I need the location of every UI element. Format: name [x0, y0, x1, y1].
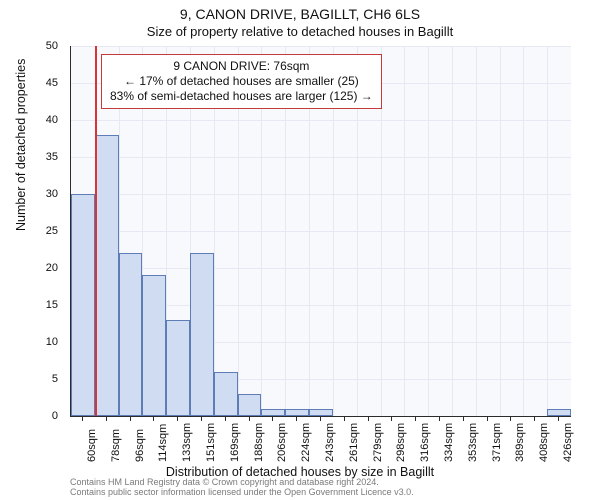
x-tick-label: 169sqm — [229, 423, 241, 462]
histogram-bar — [95, 135, 119, 416]
y-tick-label: 35 — [0, 151, 58, 163]
y-tick-label: 45 — [0, 77, 58, 89]
x-tick-label: 78sqm — [110, 429, 122, 462]
x-tick — [82, 416, 83, 421]
histogram-bar — [166, 320, 190, 416]
y-tick-label: 10 — [0, 336, 58, 348]
y-tick-label: 20 — [0, 262, 58, 274]
gridline-v — [547, 46, 548, 416]
y-tick-label: 50 — [0, 40, 58, 52]
histogram-bar — [261, 409, 285, 416]
x-tick — [296, 416, 297, 421]
x-tick — [201, 416, 202, 421]
x-tick — [177, 416, 178, 421]
x-tick — [344, 416, 345, 421]
x-tick-label: 261sqm — [348, 423, 360, 462]
chart-container: 9, CANON DRIVE, BAGILLT, CH6 6LS Size of… — [0, 0, 600, 500]
gridline-h — [71, 157, 571, 158]
callout-line3: 83% of semi-detached houses are larger (… — [110, 89, 373, 104]
y-tick-label: 5 — [0, 373, 58, 385]
y-axis: 05101520253035404550 — [0, 46, 70, 416]
marker-line — [95, 46, 97, 416]
gridline-v — [523, 46, 524, 416]
x-tick-label: 243sqm — [324, 423, 336, 462]
x-tick — [534, 416, 535, 421]
y-tick-label: 0 — [0, 410, 58, 422]
x-tick-label: 316sqm — [419, 423, 431, 462]
gridline-h — [71, 268, 571, 269]
gridline-v — [452, 46, 453, 416]
x-tick — [463, 416, 464, 421]
y-tick-label: 15 — [0, 299, 58, 311]
gridline-h — [71, 120, 571, 121]
x-tick-label: 224sqm — [300, 423, 312, 462]
x-tick-label: 206sqm — [276, 423, 288, 462]
x-tick-label: 371sqm — [491, 423, 503, 462]
gridline-h — [71, 194, 571, 195]
attribution-footer: Contains HM Land Registry data © Crown c… — [70, 478, 414, 498]
gridline-h — [71, 46, 571, 47]
gridline-v — [428, 46, 429, 416]
callout-box: 9 CANON DRIVE: 76sqm ← 17% of detached h… — [101, 54, 382, 109]
x-tick-label: 426sqm — [562, 423, 574, 462]
footer-line2: Contains public sector information licen… — [70, 488, 414, 498]
gridline-v — [404, 46, 405, 416]
histogram-bar — [71, 194, 95, 416]
x-tick — [487, 416, 488, 421]
x-tick — [225, 416, 226, 421]
callout-line1: 9 CANON DRIVE: 76sqm — [110, 59, 373, 74]
histogram-bar — [309, 409, 333, 416]
plot-area: 9 CANON DRIVE: 76sqm ← 17% of detached h… — [70, 46, 571, 417]
x-tick — [368, 416, 369, 421]
histogram-bar — [142, 275, 166, 416]
histogram-bar — [214, 372, 238, 416]
x-tick — [272, 416, 273, 421]
histogram-bar — [285, 409, 309, 416]
x-tick-label: 96sqm — [134, 429, 146, 462]
x-tick-label: 298sqm — [395, 423, 407, 462]
x-tick-label: 334sqm — [443, 423, 455, 462]
y-tick-label: 25 — [0, 225, 58, 237]
x-tick-label: 279sqm — [372, 423, 384, 462]
x-tick-label: 60sqm — [86, 429, 98, 462]
x-tick — [415, 416, 416, 421]
x-tick-label: 408sqm — [538, 423, 550, 462]
gridline-h — [71, 231, 571, 232]
histogram-bar — [190, 253, 214, 416]
x-tick — [153, 416, 154, 421]
chart-subtitle: Size of property relative to detached ho… — [0, 24, 600, 39]
histogram-bar — [547, 409, 571, 416]
x-tick — [249, 416, 250, 421]
x-tick — [130, 416, 131, 421]
x-tick-label: 188sqm — [253, 423, 265, 462]
x-tick-label: 114sqm — [157, 424, 169, 462]
x-tick-label: 151sqm — [205, 423, 217, 462]
histogram-bar — [119, 253, 143, 416]
y-tick-label: 40 — [0, 114, 58, 126]
histogram-bar — [238, 394, 262, 416]
x-tick-label: 389sqm — [514, 423, 526, 462]
gridline-v — [476, 46, 477, 416]
x-tick — [320, 416, 321, 421]
x-tick-label: 133sqm — [181, 423, 193, 462]
x-tick-label: 353sqm — [467, 423, 479, 462]
gridline-v — [500, 46, 501, 416]
x-tick — [510, 416, 511, 421]
x-tick — [558, 416, 559, 421]
callout-line2: ← 17% of detached houses are smaller (25… — [110, 74, 373, 89]
y-tick-label: 30 — [0, 188, 58, 200]
x-tick — [391, 416, 392, 421]
x-tick — [439, 416, 440, 421]
x-tick — [106, 416, 107, 421]
chart-title: 9, CANON DRIVE, BAGILLT, CH6 6LS — [0, 6, 600, 22]
